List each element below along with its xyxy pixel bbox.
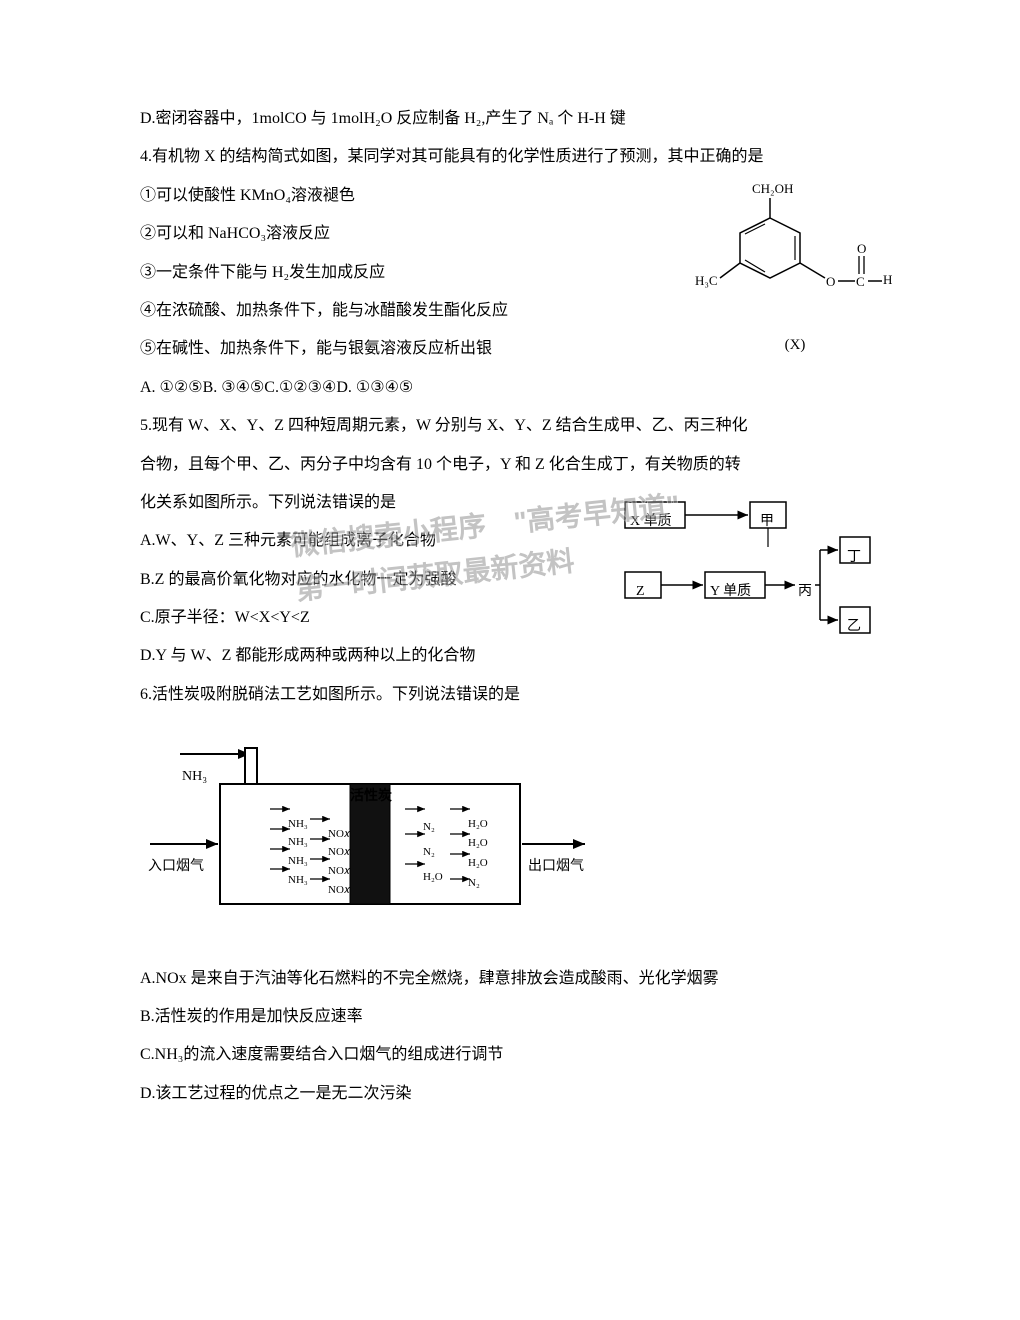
q6-outlet-label: 出口烟气 <box>528 850 584 884</box>
q6-nox-col: NO𝑥NO𝑥NO𝑥NO𝑥 <box>328 825 350 900</box>
q4-stem: 4.有机物 X 的结构简式如图，某同学对其可能具有的化学性质进行了预测，其中正确… <box>140 138 880 176</box>
svg-text:C: C <box>856 274 865 289</box>
q6-n2-col: N₂N₂H₂O <box>423 815 443 891</box>
q5-diagram: X 单质 甲 Z Y 单质 丙 丁 乙 <box>620 497 880 657</box>
q6-process-figure: NH₃ 活性炭 入口烟气 出口烟气 NH₃NH₃NH₃NH₃ NO𝑥NO𝑥NO𝑥… <box>140 734 880 939</box>
q6-C: C.NH₃的流入速度需要结合入口烟气的组成进行调节 <box>140 1036 880 1074</box>
q6-h2o-col: H₂OH₂OH₂ON₂ <box>468 815 488 894</box>
q5-stem-1: 5.现有 W、X、Y、Z 四种短周期元素，W 分别与 X、Y、Z 结合生成甲、乙… <box>140 407 880 445</box>
q5-box-x: X 单质 <box>630 505 672 539</box>
q5-box-jia: 甲 <box>760 505 774 539</box>
q4-fig-h: H <box>883 272 892 288</box>
svg-text:O: O <box>857 241 866 256</box>
q5-stem-2: 合物，且每个甲、乙、丙分子中均含有 10 个电子，Y 和 Z 化合生成丁，有关物… <box>140 446 880 484</box>
q5-box-yi: 乙 <box>847 610 861 644</box>
q3-option-d: D.密闭容器中，1molCO 与 1molH₂O 反应制备 H₂,产生了 Nₐ … <box>140 100 880 138</box>
q5-box-z: Z <box>636 575 645 609</box>
q6-inlet-label: 入口烟气 <box>148 850 204 884</box>
q6-stem: 6.活性炭吸附脱硝法工艺如图所示。下列说法错误的是 <box>140 676 880 714</box>
q4-structure-figure: O C O CH₂OH H₃C H (X) <box>700 178 890 354</box>
q6-B: B.活性炭的作用是加快反应速率 <box>140 998 880 1036</box>
q5-box-y: Y 单质 <box>710 575 751 609</box>
q6-carbon-label: 活性炭 <box>350 780 392 814</box>
q6-A: A.NOx 是来自于汽油等化石燃料的不完全燃烧，肆意排放会造成酸雨、光化学烟雾 <box>140 960 880 998</box>
q5-box-ding: 丁 <box>847 541 861 575</box>
q4-fig-h3c: H₃C <box>695 273 718 289</box>
q5-box-bing: 丙 <box>798 575 812 609</box>
q6-nh3-inlet: NH₃ <box>182 760 207 794</box>
q6-D: D.该工艺过程的优点之一是无二次污染 <box>140 1075 880 1113</box>
q4-fig-ch2oh: CH₂OH <box>752 181 793 197</box>
svg-text:O: O <box>826 274 835 289</box>
q4-fig-label: (X) <box>700 336 890 354</box>
q6-nh3-col: NH₃NH₃NH₃NH₃ <box>288 815 308 890</box>
q4-choices: A. ①②⑤B. ③④⑤C.①②③④D. ①③④⑤ <box>140 369 880 407</box>
